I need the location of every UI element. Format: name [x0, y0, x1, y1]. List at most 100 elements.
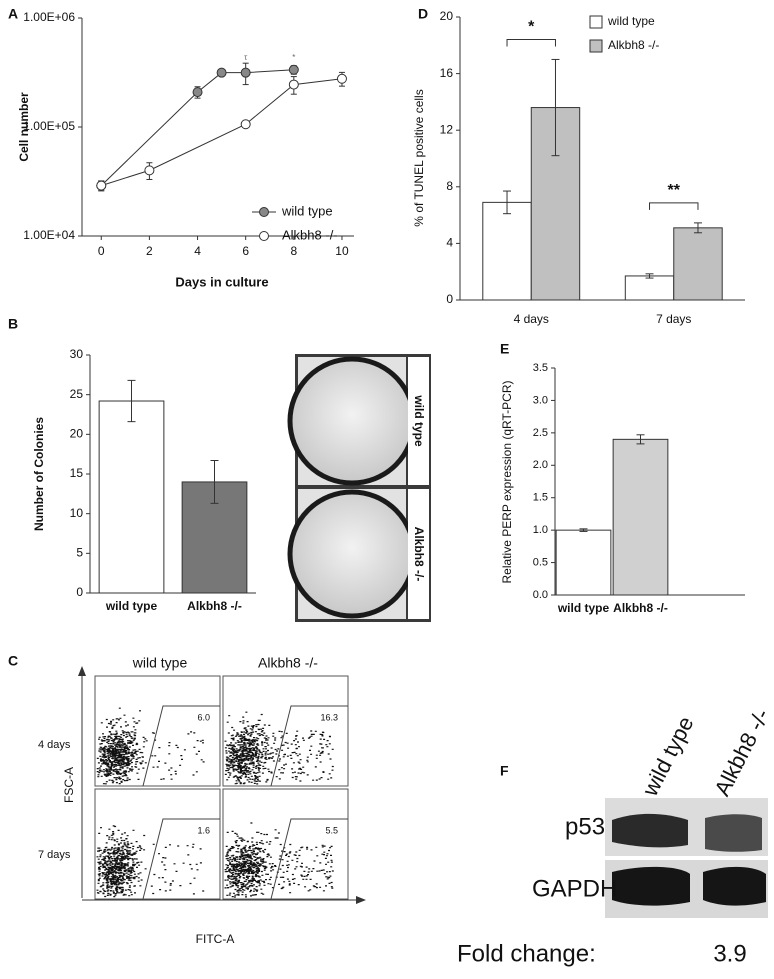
gate-value: 16.3 [320, 712, 338, 722]
flow-events [96, 707, 205, 785]
flow-panels: 6.0 16.3 1.6 5.5 [94, 675, 349, 900]
data-point [240, 67, 251, 78]
y-tick-label: 0.0 [533, 589, 548, 601]
x-tick-label: 4 days [514, 312, 549, 326]
y-tick-label: 16 [440, 66, 454, 80]
row-label: 7 days [38, 849, 71, 861]
band-label: GAPDH [532, 875, 617, 902]
legend-swatch [589, 39, 603, 53]
data-point [216, 67, 227, 78]
legend-swatch [589, 15, 603, 29]
x-tick-label: wild type [557, 601, 610, 615]
x-tick-label: 10 [335, 244, 349, 258]
y-tick-label: 20 [440, 9, 454, 23]
flow-gate [142, 818, 220, 900]
panel-letter: C [8, 653, 18, 669]
error-bar [503, 190, 512, 215]
axis-label: FITC-A [196, 932, 235, 946]
blot-band [703, 866, 766, 906]
data-point [192, 87, 203, 98]
y-tick-label: 3.0 [533, 394, 548, 406]
x-tick-label: 7 days [656, 312, 691, 326]
plate-label-strip [408, 357, 429, 485]
annotation: τ [244, 53, 248, 62]
annotation: * [292, 53, 295, 62]
y-tick-label: 2.0 [533, 459, 548, 471]
blot-band [612, 866, 690, 906]
legend-label: Alkbh8 -/- [608, 38, 659, 52]
plate-dish [287, 356, 417, 486]
flow-gate [142, 705, 220, 787]
gate-value: 5.5 [325, 825, 338, 835]
data-point [96, 180, 107, 191]
axis-label: FSC-A [62, 767, 76, 803]
row-label: 4 days [38, 739, 71, 751]
data-point [240, 119, 251, 130]
significance-mark: * [528, 19, 535, 36]
error-bar [551, 58, 560, 157]
plate-image: wild type Alkbh8 -/- [287, 354, 431, 622]
error-bar [636, 434, 645, 445]
fold-change-value: 3.9 [713, 940, 746, 967]
x-tick-label: 6 [242, 244, 249, 258]
lane-label: Alkbh8 -/- [709, 705, 774, 800]
flow-gate [270, 705, 348, 787]
y-tick-label: 12 [440, 122, 454, 136]
legend-marker [259, 207, 269, 217]
x-tick-label: Alkbh8 -/- [187, 599, 242, 613]
plate-label: wild type [412, 394, 426, 447]
error-bar [693, 222, 702, 234]
flow-events [96, 825, 205, 898]
x-axis-label: Days in culture [175, 274, 268, 289]
band-label: p53 [565, 813, 605, 840]
y-tick-label: 1.00E+04 [23, 228, 75, 242]
y-axis-label: % of TUNEL positive cells [412, 89, 426, 226]
error-bar [645, 273, 654, 279]
bar [673, 227, 723, 301]
y-tick-label: 5 [76, 546, 83, 560]
lane-label: wild type [637, 712, 699, 801]
significance-bracket [649, 202, 699, 210]
flow-plot [222, 788, 349, 900]
gate-value: 6.0 [197, 712, 210, 722]
x-tick-label: 4 [194, 244, 201, 258]
column-header: Alkbh8 -/- [258, 655, 318, 671]
flow-cytometry: C wild type Alkbh8 -/- 4 days 7 days FSC… [8, 653, 366, 946]
arrow-head [78, 666, 86, 676]
y-tick-label: 0 [76, 585, 83, 599]
panel-letter: E [500, 341, 509, 357]
y-tick-label: 1.00E+05 [23, 119, 75, 133]
y-axis-label: Relative PERP expression (qRT-PCR) [500, 381, 514, 584]
y-tick-label: 2.5 [533, 427, 548, 439]
flow-events [224, 822, 334, 898]
panel-letter: F [500, 763, 509, 779]
y-tick-label: 25 [70, 387, 84, 401]
y-tick-label: 20 [70, 427, 84, 441]
flow-events [224, 711, 334, 785]
gate-value: 1.6 [197, 825, 210, 835]
bar [612, 438, 669, 596]
y-tick-label: 4 [446, 236, 453, 250]
y-axis-label: Number of Colonies [32, 417, 46, 531]
panel-letter: D [418, 6, 428, 22]
bar [98, 400, 165, 594]
western-blot: F wild type Alkbh8 -/- p53 GAPDH Fold ch… [457, 705, 774, 968]
plate-dish [287, 489, 417, 619]
series-line [101, 78, 343, 187]
y-tick-label: 10 [70, 506, 84, 520]
x-tick-label: wild type [105, 599, 158, 613]
y-tick-label: 0 [446, 292, 453, 306]
data-point [288, 79, 299, 90]
y-tick-label: 3.5 [533, 362, 548, 374]
bar [555, 529, 612, 596]
flow-gate [270, 818, 348, 900]
y-axis-label: Cell number [17, 92, 31, 162]
plate-label-strip [408, 489, 429, 619]
x-tick-label: 8 [290, 244, 297, 258]
error-bar [127, 379, 136, 423]
y-tick-label: 8 [446, 179, 453, 193]
significance-mark: ** [668, 182, 681, 199]
y-tick-label: 0.5 [533, 556, 548, 568]
significance-bracket [506, 38, 556, 47]
y-tick-label: 1.0 [533, 524, 548, 536]
